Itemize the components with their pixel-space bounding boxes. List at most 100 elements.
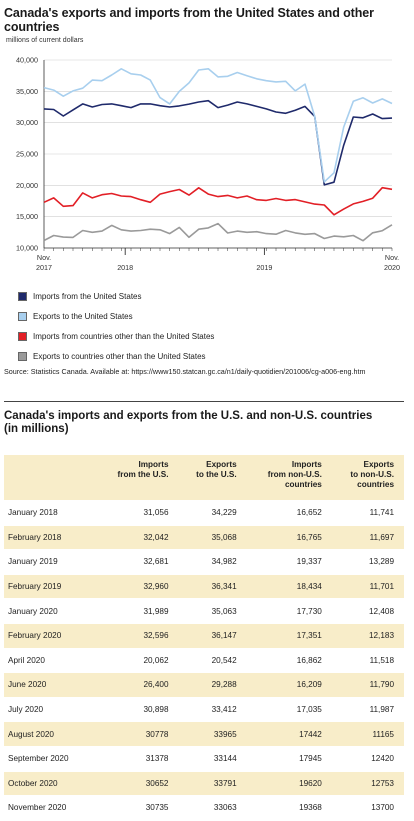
legend-item-imports-other: Imports from countries other than the Un… [18,326,214,346]
table-cell-period: November 2020 [4,795,98,820]
table-cell-value: 12753 [331,770,404,796]
table-cell-value: 29,288 [178,672,247,698]
legend-label-imports-us: Imports from the United States [33,291,142,301]
table-row: April 2020 20,062 20,542 16,862 11,518 [4,647,404,673]
table-cell-value: 33965 [178,721,247,747]
table-cell-value: 32,042 [97,524,179,550]
table-row: January 2018 31,056 34,229 16,652 11,741 [4,500,404,526]
table-cell-period: February 2020 [4,622,98,649]
table-cell-value: 16,765 [246,524,332,550]
table-cell-value: 32,960 [97,573,179,599]
table-cell-value: 20,542 [178,647,247,673]
header-line: countries [357,480,394,489]
table-cell-value: 19368 [246,795,332,820]
header-line: Exports [363,460,394,469]
y-tick-label: 25,000 [16,150,38,159]
legend-swatch-exports-other [18,351,27,361]
table-cell-period: June 2020 [4,672,98,698]
legend-swatch-imports-us [18,291,27,301]
table-cell-value: 32,681 [97,549,179,575]
table-cell-value: 17,035 [246,696,332,722]
imports-other-line [43,186,393,216]
y-tick-label: 30,000 [16,118,38,127]
exports-other-line [43,222,393,242]
table-body: January 2018 31,056 34,229 16,652 11,741 Febr… [4,500,404,820]
table-row: February 2018 32,042 35,068 16,765 11,697 [4,524,404,550]
x-tick-label: 2019 [256,263,272,272]
table-cell-value: 34,982 [178,549,247,575]
imports-us-line [43,99,393,186]
chart-legend: Imports from the United States Exports t… [18,286,214,366]
table-cell-value: 13,289 [331,549,404,575]
section-divider [4,401,404,402]
table-cell-value: 11,701 [331,573,404,599]
table-cell-period: October 2020 [4,770,98,796]
y-axis-units-label: millions of current dollars [6,37,84,44]
header-line: to the U.S. [196,470,237,479]
header-exports-non-us: Exports to non-U.S. countries [331,455,404,501]
exports-us-line [43,67,393,183]
x-tick-label: 2017 [36,263,52,272]
table-cell-value: 12,183 [331,622,404,649]
table-cell-value: 11,697 [331,524,404,550]
header-line: to non-U.S. [350,470,394,479]
table-cell-value: 33063 [178,795,247,820]
table-cell-value: 11165 [331,721,404,747]
header-line: from the U.S. [117,470,169,479]
table-cell-value: 18,434 [246,573,332,599]
table-cell-value: 36,341 [178,573,247,599]
legend-label-exports-other: Exports to countries other than the Unit… [33,351,206,361]
table-cell-value: 16,652 [246,500,332,526]
table-cell-value: 26,400 [97,672,179,698]
x-tick-label: Nov. [385,253,399,262]
line-chart: 10,000 15,000 20,000 25,000 30,000 35,000 40,0… [16,56,400,273]
header-line: countries [284,480,322,489]
header-imports-us: Imports from the U.S. [97,455,179,501]
table-cell-value: 33144 [178,745,247,772]
table-cell-value: 19620 [246,770,332,796]
header-imports-non-us: Imports from non-U.S. countries [246,455,332,501]
table-cell-value: 12420 [331,745,404,772]
table-cell-period: August 2020 [4,721,98,747]
table-cell-value: 20,062 [97,647,179,673]
table-cell-value: 36,147 [178,622,247,649]
x-tick-label: Nov. [37,253,51,262]
table-cell-value: 34,229 [178,500,247,526]
header-line: from non-U.S. [267,470,322,479]
table-row: February 2019 32,960 36,341 18,434 11,701 [4,573,404,599]
x-tick-label: 2018 [117,263,133,272]
table-title: Canada's imports and exports from the U.… [4,410,372,436]
table-cell-value: 30,898 [97,696,179,722]
table-cell-value: 33,412 [178,696,247,722]
table-cell-period: April 2020 [4,647,98,673]
table-row: June 2020 26,400 29,288 16,209 11,790 [4,672,404,698]
header-line: Exports [206,460,237,469]
table-cell-period: January 2019 [4,549,98,575]
table-cell-period: February 2018 [4,524,98,550]
table-cell-value: 16,209 [246,672,332,698]
table-cell-value: 32,596 [97,622,179,649]
chart-title: Canada's exports and imports from the Un… [4,6,374,34]
table-row: November 2020 30735 33063 19368 13700 [4,795,404,820]
table-cell-value: 35,068 [178,524,247,550]
table-cell-period: September 2020 [4,745,98,772]
table-cell-value: 11,741 [331,500,404,526]
source-note: Source: Statistics Canada. Available at:… [4,367,366,376]
table-cell-value: 12,408 [331,598,404,624]
x-tick-label: 2020 [384,263,400,272]
table-cell-period: February 2019 [4,573,98,599]
table-cell-value: 16,862 [246,647,332,673]
table-row: July 2020 30,898 33,412 17,035 11,987 [4,696,404,722]
table-cell-value: 31,989 [97,598,179,624]
table-cell-value: 19,337 [246,549,332,575]
trade-data-table: Imports from the U.S. Exports to the U.S… [4,455,404,820]
table-cell-value: 17,351 [246,622,332,649]
table-cell-value: 31378 [97,745,179,772]
table-row: January 2020 31,989 35,063 17,730 12,408 [4,598,404,624]
table-cell-period: January 2018 [4,500,98,526]
table-row: February 2020 32,596 36,147 17,351 12,183 [4,622,404,649]
table-cell-value: 33791 [178,770,247,796]
legend-item-imports-us: Imports from the United States [18,286,214,306]
table-cell-value: 11,987 [331,696,404,722]
table-cell-value: 30778 [97,721,179,747]
